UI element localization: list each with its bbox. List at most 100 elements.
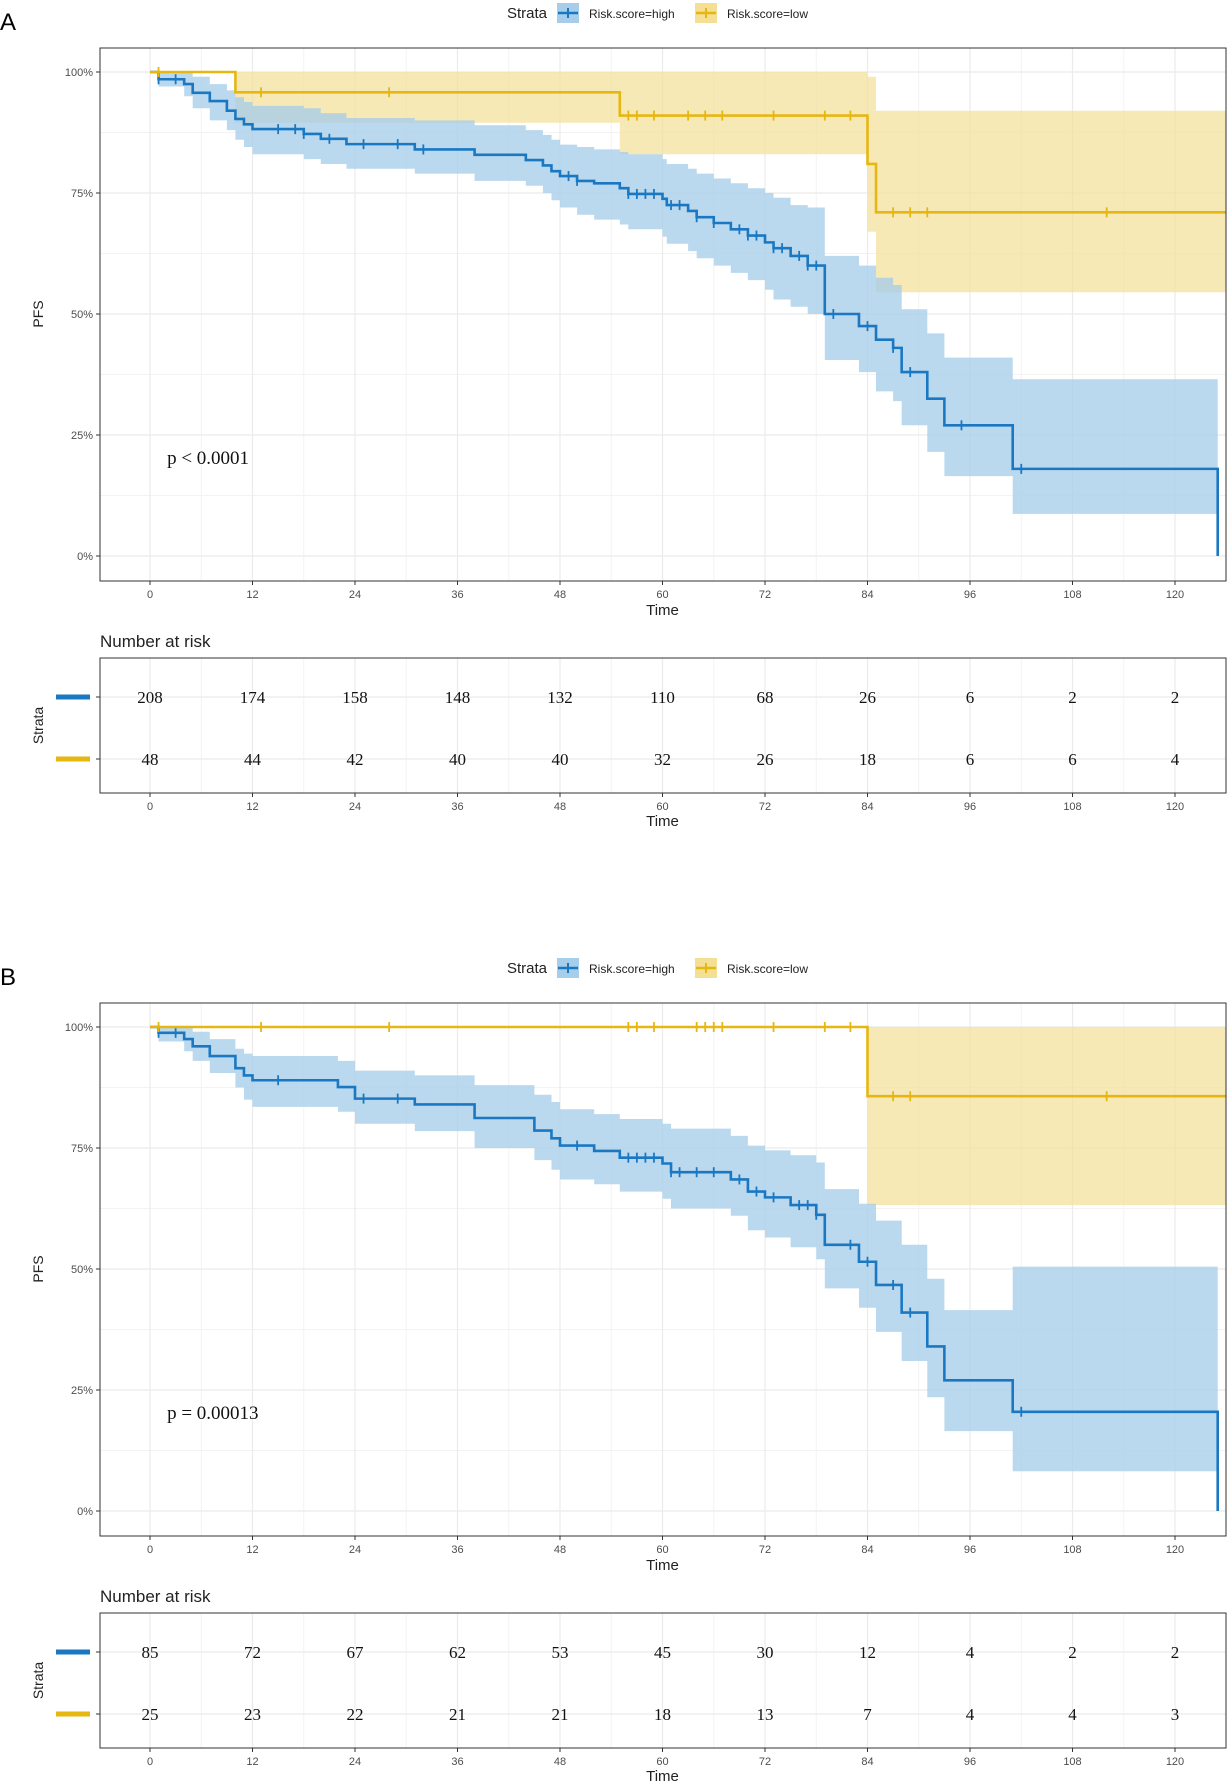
legend-title: Strata xyxy=(507,960,548,977)
km-panel-b: B Strata Risk.score=high Risk.score=low0%25… xyxy=(0,958,1227,1785)
y-tick-label: 25% xyxy=(71,430,93,442)
risk-count: 67 xyxy=(347,1643,365,1662)
risk-count: 110 xyxy=(650,688,675,707)
risk-x-tick-label: 60 xyxy=(656,801,668,813)
risk-count: 22 xyxy=(347,1705,364,1724)
risk-x-tick-label: 120 xyxy=(1166,1756,1184,1768)
risk-x-tick-label: 108 xyxy=(1063,801,1081,813)
risk-count: 4 xyxy=(966,1705,975,1724)
risk-count: 72 xyxy=(244,1643,261,1662)
risk-x-tick-label: 60 xyxy=(656,1756,668,1768)
risk-x-tick-label: 120 xyxy=(1166,801,1184,813)
legend-entry: Risk.score=low xyxy=(727,962,808,976)
risk-count: 13 xyxy=(757,1705,774,1724)
survival-curve-low xyxy=(150,1025,1226,1098)
risk-count: 23 xyxy=(244,1705,261,1724)
risk-table-title: Number at risk xyxy=(100,632,211,651)
risk-count: 18 xyxy=(654,1705,671,1724)
risk-count: 42 xyxy=(347,750,364,769)
p-value: p = 0.00013 xyxy=(167,1403,258,1424)
risk-count: 85 xyxy=(142,1643,159,1662)
y-axis-title: PFS xyxy=(30,1255,46,1282)
x-tick-label: 36 xyxy=(451,589,463,601)
risk-x-tick-label: 12 xyxy=(246,801,258,813)
x-tick-label: 12 xyxy=(246,1544,258,1556)
risk-table-y-title: Strata xyxy=(30,707,46,745)
risk-x-tick-label: 84 xyxy=(861,1756,873,1768)
risk-count: 30 xyxy=(757,1643,774,1662)
survival-curve-high xyxy=(150,1025,1220,1511)
y-tick-label: 25% xyxy=(71,1385,93,1397)
ci-band-low xyxy=(150,72,1226,293)
y-tick-label: 100% xyxy=(65,67,93,79)
risk-count: 18 xyxy=(859,750,876,769)
x-tick-label: 96 xyxy=(964,1544,976,1556)
x-tick-label: 48 xyxy=(554,1544,566,1556)
ci-band-high xyxy=(150,72,1218,514)
y-tick-label: 0% xyxy=(77,1506,93,1518)
risk-count: 21 xyxy=(449,1705,466,1724)
legend-title: Strata xyxy=(507,5,548,22)
risk-x-tick-label: 48 xyxy=(554,1756,566,1768)
risk-count: 208 xyxy=(137,688,163,707)
panel-label: A xyxy=(0,9,16,36)
x-tick-label: 36 xyxy=(451,1544,463,1556)
y-tick-label: 75% xyxy=(71,188,93,200)
risk-count: 32 xyxy=(654,750,671,769)
risk-x-tick-label: 84 xyxy=(861,801,873,813)
risk-count: 4 xyxy=(966,1643,975,1662)
risk-count: 6 xyxy=(966,750,975,769)
risk-x-tick-label: 96 xyxy=(964,1756,976,1768)
x-tick-label: 0 xyxy=(147,1544,153,1556)
risk-count: 158 xyxy=(342,688,368,707)
x-tick-label: 96 xyxy=(964,589,976,601)
risk-count: 7 xyxy=(863,1705,872,1724)
y-tick-label: 100% xyxy=(65,1022,93,1034)
risk-count: 2 xyxy=(1171,1643,1180,1662)
risk-table-y-title: Strata xyxy=(30,1662,46,1700)
legend-entry: Risk.score=high xyxy=(589,7,675,21)
risk-count: 2 xyxy=(1068,1643,1077,1662)
risk-count: 148 xyxy=(445,688,471,707)
risk-x-tick-label: 12 xyxy=(246,1756,258,1768)
risk-x-tick-label: 24 xyxy=(349,801,361,813)
x-tick-label: 72 xyxy=(759,1544,771,1556)
p-value: p < 0.0001 xyxy=(167,448,249,469)
risk-count: 25 xyxy=(142,1705,159,1724)
x-tick-label: 24 xyxy=(349,589,361,601)
ci-band-high xyxy=(150,1027,1218,1472)
risk-count: 62 xyxy=(449,1643,466,1662)
x-tick-label: 108 xyxy=(1063,1544,1081,1556)
panel-label: B xyxy=(0,964,16,991)
x-tick-label: 108 xyxy=(1063,589,1081,601)
y-tick-label: 0% xyxy=(77,551,93,563)
survival-curve-high xyxy=(150,70,1220,556)
risk-count: 132 xyxy=(547,688,573,707)
risk-count: 2 xyxy=(1171,688,1180,707)
risk-count: 6 xyxy=(966,688,975,707)
legend-entry: Risk.score=low xyxy=(727,7,808,21)
risk-x-tick-label: 36 xyxy=(451,801,463,813)
risk-x-tick-label: 0 xyxy=(147,801,153,813)
risk-x-tick-label: 48 xyxy=(554,801,566,813)
survival-curve-low xyxy=(150,70,1226,214)
risk-count: 21 xyxy=(552,1705,569,1724)
risk-x-tick-label: 36 xyxy=(451,1756,463,1768)
x-tick-label: 0 xyxy=(147,589,153,601)
risk-x-tick-label: 108 xyxy=(1063,1756,1081,1768)
risk-count: 53 xyxy=(552,1643,569,1662)
x-tick-label: 84 xyxy=(861,589,873,601)
y-tick-label: 50% xyxy=(71,1264,93,1276)
ci-band-low xyxy=(150,1027,1226,1206)
risk-table-title: Number at risk xyxy=(100,1587,211,1606)
risk-count: 40 xyxy=(552,750,569,769)
x-tick-label: 60 xyxy=(656,589,668,601)
risk-count: 26 xyxy=(757,750,774,769)
risk-count: 48 xyxy=(142,750,159,769)
risk-x-tick-label: 24 xyxy=(349,1756,361,1768)
x-tick-label: 72 xyxy=(759,589,771,601)
risk-table-x-title: Time xyxy=(646,813,679,830)
x-tick-label: 120 xyxy=(1166,1544,1184,1556)
risk-x-tick-label: 72 xyxy=(759,801,771,813)
